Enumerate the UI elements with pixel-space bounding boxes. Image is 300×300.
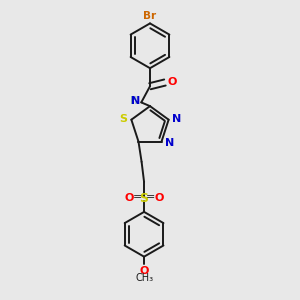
Text: O: O: [154, 193, 164, 203]
Text: CH₃: CH₃: [135, 272, 154, 283]
Text: N: N: [172, 114, 181, 124]
Text: O: O: [140, 266, 149, 276]
Text: =: =: [146, 193, 156, 202]
Text: Br: Br: [143, 11, 157, 21]
Text: S: S: [140, 192, 148, 205]
Text: N: N: [131, 96, 140, 106]
Text: H: H: [130, 96, 138, 106]
Text: N: N: [165, 137, 174, 148]
Text: O: O: [167, 77, 177, 87]
Text: O: O: [124, 193, 134, 203]
Text: S: S: [120, 114, 128, 124]
Text: =: =: [133, 193, 142, 202]
